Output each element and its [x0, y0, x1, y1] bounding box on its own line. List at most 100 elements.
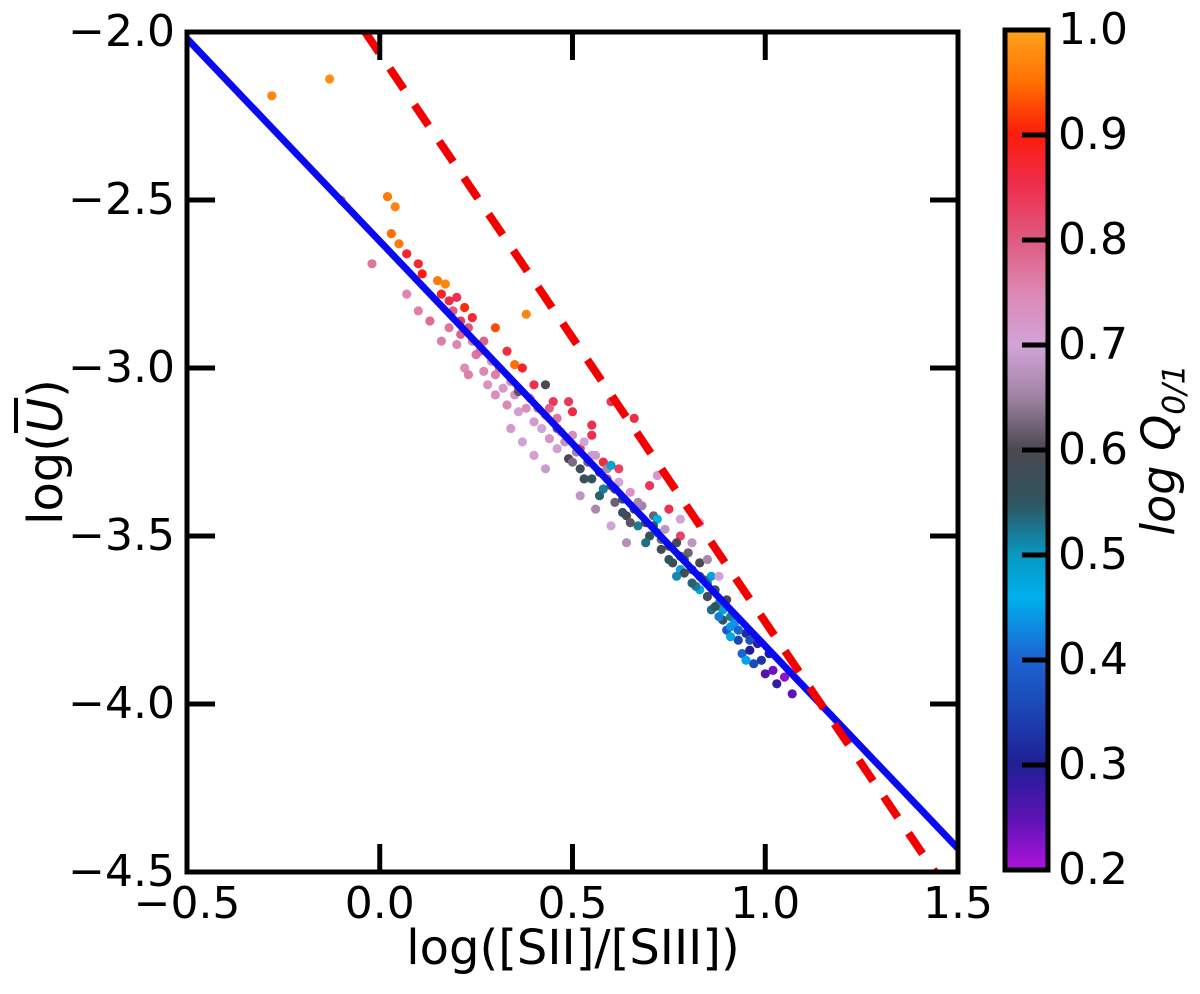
data-point — [695, 558, 705, 568]
data-point — [490, 390, 500, 400]
colorbar-label-main: log Q — [1131, 414, 1186, 536]
data-point — [587, 430, 597, 440]
data-point — [382, 192, 393, 202]
fit-line — [184, 36, 961, 851]
data-point — [440, 279, 450, 289]
data-point — [598, 457, 608, 467]
data-point — [726, 622, 736, 632]
data-point — [625, 487, 635, 497]
data-point — [575, 464, 585, 474]
data-point — [325, 74, 335, 84]
data-point — [502, 400, 512, 410]
data-point — [386, 229, 396, 239]
y-tick-label: −4.5 — [68, 846, 175, 897]
data-point — [587, 420, 597, 430]
axes-frame — [184, 29, 961, 875]
data-point — [402, 289, 412, 299]
data-point — [664, 554, 674, 565]
data-point — [645, 481, 655, 491]
data-point — [645, 531, 655, 541]
colorbar-tick-label: 1.0 — [1058, 4, 1128, 55]
y-tick-label: −2.5 — [68, 174, 175, 225]
data-point — [529, 417, 539, 427]
data-point — [733, 625, 743, 635]
data-point — [567, 457, 578, 467]
x-tick-label: 0.5 — [537, 878, 608, 929]
data-point — [460, 302, 470, 313]
data-point — [513, 407, 524, 417]
data-point — [575, 491, 585, 501]
data-point — [737, 649, 747, 659]
x-tick-label: −0.5 — [133, 878, 241, 929]
data-point — [540, 380, 551, 390]
data-point — [540, 464, 551, 474]
data-point — [618, 507, 628, 518]
data-point — [537, 423, 547, 434]
data-point — [741, 655, 751, 665]
data-point — [687, 538, 697, 548]
data-point — [629, 413, 639, 423]
data-point — [579, 437, 589, 447]
data-point — [672, 538, 682, 548]
data-point — [444, 323, 454, 333]
colorbar-frame — [1002, 27, 1051, 873]
data-point — [633, 497, 643, 507]
reference-dashed-line — [361, 29, 939, 875]
data-point — [452, 339, 462, 350]
data-point — [652, 514, 662, 524]
data-point — [552, 444, 562, 454]
data-point — [625, 518, 635, 528]
data-point — [702, 591, 713, 602]
data-point — [490, 323, 500, 333]
colorbar-label: log Q0/1 — [1131, 364, 1192, 535]
data-point — [610, 497, 620, 507]
colorbar-tick-label: 0.6 — [1058, 424, 1128, 475]
data-point — [544, 434, 555, 444]
data-point — [483, 380, 493, 390]
data-point — [733, 635, 743, 645]
data-point — [749, 659, 759, 669]
data-point — [463, 370, 473, 380]
data-point — [594, 491, 605, 501]
scatter-points — [267, 74, 797, 699]
data-point — [479, 366, 489, 376]
data-point — [675, 531, 686, 541]
data-point — [506, 423, 516, 434]
x-axis-title-text: log([SII]/[SIII]) — [406, 920, 740, 976]
data-point — [402, 249, 412, 259]
data-point — [641, 538, 651, 548]
x-axis-title: log([SII]/[SIII]) — [406, 924, 739, 972]
data-point — [436, 336, 446, 346]
data-point — [614, 477, 624, 487]
x-tick-label: 0.0 — [344, 878, 415, 929]
data-point — [367, 259, 377, 269]
data-point — [710, 602, 720, 612]
data-point — [502, 346, 512, 356]
data-point — [598, 484, 608, 494]
y-axis-title-prefix: log( — [18, 432, 74, 525]
data-point — [683, 548, 693, 558]
data-point — [467, 313, 477, 323]
data-point — [433, 276, 443, 286]
data-point — [587, 474, 597, 484]
data-point — [679, 568, 689, 578]
data-point — [394, 239, 404, 249]
data-point — [726, 632, 736, 642]
data-point — [787, 689, 797, 699]
y-axis-title-suffix: ) — [18, 379, 74, 398]
data-point — [498, 383, 508, 393]
data-point — [413, 306, 423, 316]
data-point — [444, 296, 454, 306]
y-axis-title-ubar: U — [18, 397, 74, 433]
colorbar-tick-label: 0.5 — [1058, 529, 1128, 580]
data-point — [390, 202, 400, 212]
data-point — [745, 635, 755, 645]
y-axis-title: log(U) — [18, 379, 74, 525]
data-point — [672, 571, 682, 581]
data-point — [425, 316, 435, 326]
colorbar-tick-label: 0.7 — [1058, 319, 1128, 370]
data-point — [702, 554, 713, 565]
data-point — [267, 91, 277, 101]
data-point — [417, 269, 427, 279]
